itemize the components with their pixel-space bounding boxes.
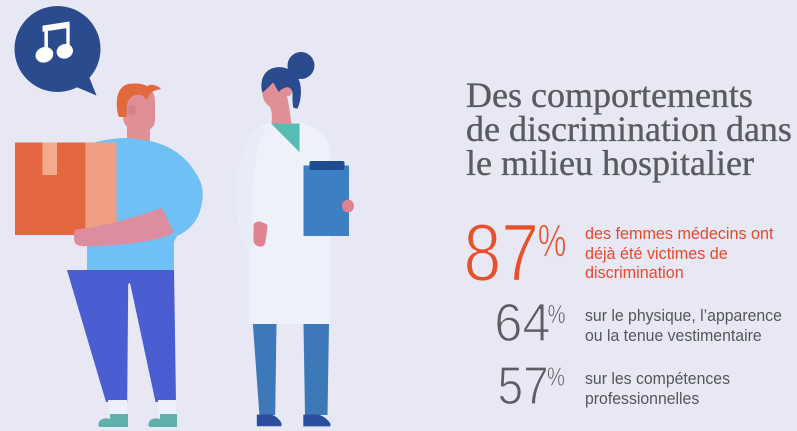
svg-text:%: % — [547, 362, 565, 392]
svg-text:%: % — [548, 299, 566, 329]
svg-text:%: % — [538, 215, 567, 266]
svg-text:87: 87 — [464, 208, 540, 299]
svg-text:57: 57 — [498, 356, 549, 416]
svg-text:64: 64 — [494, 293, 550, 353]
